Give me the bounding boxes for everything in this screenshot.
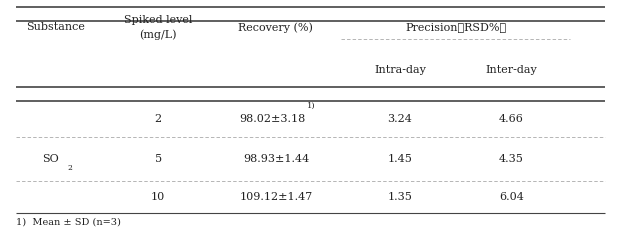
Text: 1.35: 1.35 — [388, 192, 412, 202]
Text: 1): 1) — [307, 101, 316, 109]
Text: 10: 10 — [151, 192, 165, 202]
Text: 6.04: 6.04 — [499, 192, 524, 202]
Text: Inter-day: Inter-day — [485, 65, 538, 75]
Text: 2: 2 — [154, 114, 162, 124]
Text: Spiked level
(mg/L): Spiked level (mg/L) — [124, 15, 192, 40]
Text: 3.24: 3.24 — [388, 114, 412, 124]
Text: SO: SO — [42, 154, 60, 164]
Text: 98.93±1.44: 98.93±1.44 — [243, 154, 309, 164]
Text: 2: 2 — [67, 164, 72, 172]
Text: Intra-day: Intra-day — [374, 65, 426, 75]
Text: Recovery (%): Recovery (%) — [239, 22, 313, 33]
Text: 98.02±3.18: 98.02±3.18 — [240, 114, 306, 124]
Text: 5: 5 — [154, 154, 162, 164]
Text: 4.35: 4.35 — [499, 154, 524, 164]
Text: 4.66: 4.66 — [499, 114, 524, 124]
Text: 109.12±1.47: 109.12±1.47 — [239, 192, 312, 202]
Text: Precision（RSD%）: Precision（RSD%） — [405, 22, 507, 33]
Text: Substance: Substance — [27, 22, 85, 33]
Text: 1)  Mean ± SD (n=3): 1) Mean ± SD (n=3) — [16, 218, 120, 227]
Text: 1.45: 1.45 — [388, 154, 412, 164]
